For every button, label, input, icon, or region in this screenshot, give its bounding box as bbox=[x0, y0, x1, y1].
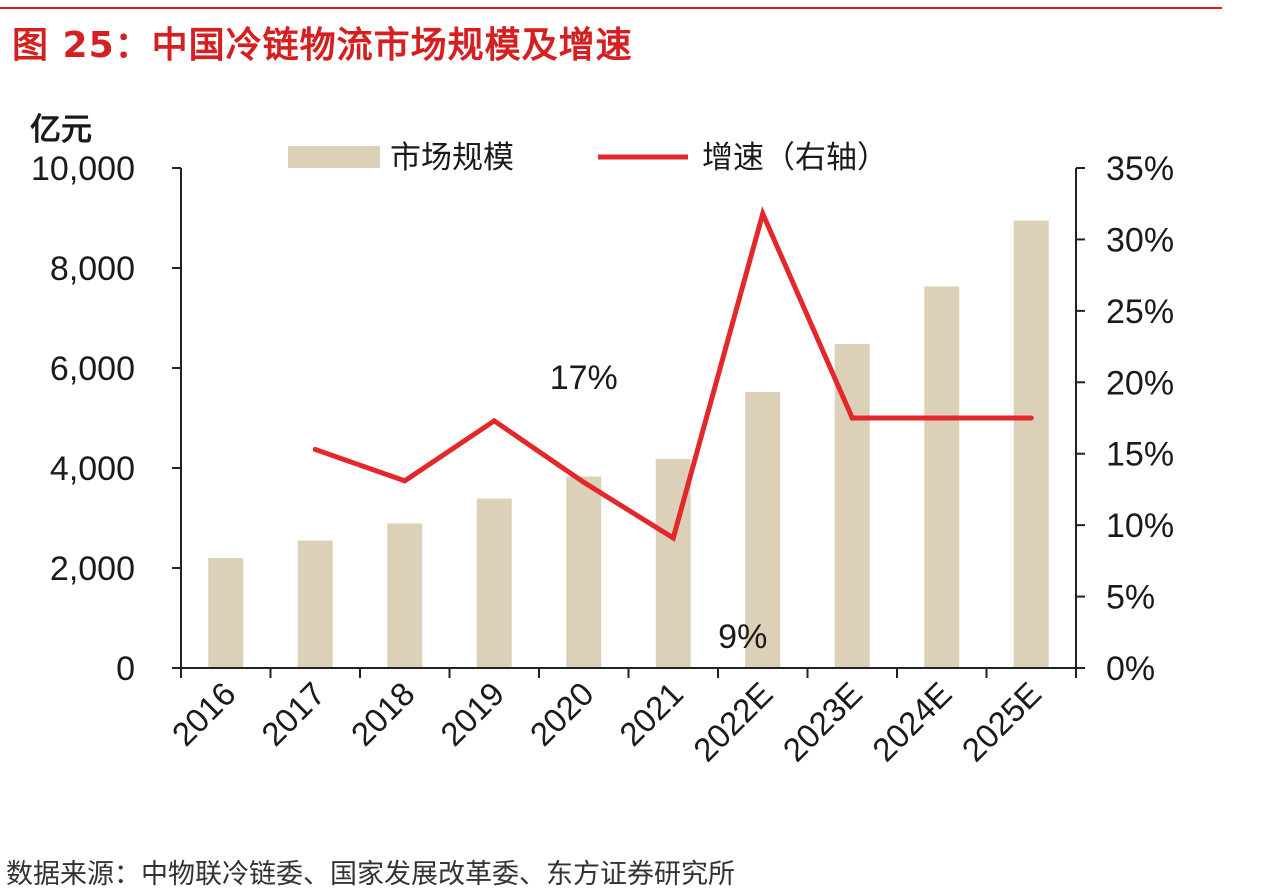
right-tick-label: 25% bbox=[1106, 293, 1174, 331]
right-tick-label: 15% bbox=[1106, 436, 1174, 474]
figure-title: 图 25：中国冷链物流市场规模及增速 bbox=[12, 25, 633, 66]
x-tick-label: 2019 bbox=[433, 675, 511, 753]
bar-2019 bbox=[476, 498, 512, 668]
growth-point-2017 bbox=[312, 446, 318, 452]
annotation-label: 17% bbox=[550, 359, 618, 397]
growth-point-2021 bbox=[670, 535, 676, 541]
x-tick-label: 2021 bbox=[612, 675, 690, 753]
top-rule bbox=[0, 7, 1222, 9]
x-tick-label: 2018 bbox=[344, 675, 422, 753]
bar-2023e bbox=[834, 344, 870, 668]
bar-2018 bbox=[387, 523, 423, 668]
x-tick-label: 2023E bbox=[776, 675, 870, 769]
right-tick-label: 10% bbox=[1106, 507, 1174, 545]
left-tick-label: 4,000 bbox=[50, 450, 135, 488]
growth-point-2022e bbox=[760, 211, 766, 217]
right-tick-label: 20% bbox=[1106, 364, 1174, 402]
growth-point-2018 bbox=[402, 478, 408, 484]
right-tick-label: 35% bbox=[1106, 150, 1174, 188]
right-tick-label: 0% bbox=[1106, 650, 1155, 688]
x-tick-label: 2025E bbox=[955, 675, 1049, 769]
left-tick-label: 8,000 bbox=[50, 250, 135, 288]
left-tick-label: 10,000 bbox=[31, 150, 135, 188]
growth-point-2019 bbox=[491, 418, 497, 424]
bar-2017 bbox=[297, 540, 333, 668]
right-tick-label: 30% bbox=[1106, 221, 1174, 259]
growth-point-2025e bbox=[1028, 415, 1034, 421]
left-tick-label: 0 bbox=[116, 650, 135, 688]
x-tick-label: 2020 bbox=[523, 675, 601, 753]
bar-2020 bbox=[566, 476, 602, 668]
growth-point-2023e bbox=[849, 415, 855, 421]
legend-bar-swatch bbox=[288, 146, 380, 168]
bar-2024e bbox=[924, 286, 960, 668]
bar-2016 bbox=[208, 558, 244, 668]
bar-2022e bbox=[745, 392, 781, 668]
x-tick-label: 2022E bbox=[686, 675, 780, 769]
legend-bar-label: 市场规模 bbox=[390, 140, 514, 175]
legend: 市场规模 增速（右轴） bbox=[288, 140, 888, 175]
legend-line-label: 增速（右轴） bbox=[702, 140, 888, 175]
x-tick-label: 2017 bbox=[254, 675, 332, 753]
left-tick-label: 6,000 bbox=[50, 350, 135, 388]
x-tick-label: 2024E bbox=[865, 675, 959, 769]
growth-point-2024e bbox=[939, 415, 945, 421]
x-tick-label: 2016 bbox=[165, 675, 243, 753]
annotation-label: 9% bbox=[718, 618, 767, 656]
growth-point-2020 bbox=[581, 479, 587, 485]
data-source: 数据来源：中物联冷链委、国家发展改革委、东方证券研究所 bbox=[6, 859, 735, 890]
left-axis-unit: 亿元 bbox=[30, 112, 92, 147]
bar-2025e bbox=[1013, 220, 1049, 668]
right-tick-label: 5% bbox=[1106, 579, 1155, 617]
left-tick-label: 2,000 bbox=[50, 550, 135, 588]
